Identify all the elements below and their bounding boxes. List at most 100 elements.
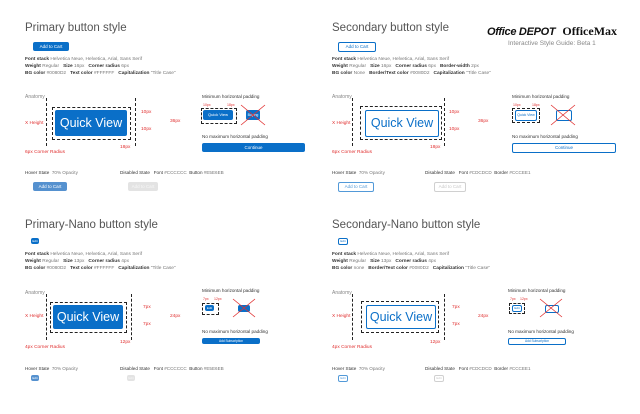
secondary-pad-10: 10px [449, 110, 460, 115]
secondary-pad-36: 36px [478, 119, 489, 124]
secondary-no-max-label: No maximum horizontal padding [512, 134, 578, 139]
secondary-x-height-label: X Height [332, 121, 351, 126]
secondary-pad-18: 18px [430, 145, 441, 150]
secondary-nano-spec: Font stack Helvetica Neue, Helvetica, Ar… [332, 252, 491, 272]
secondary-outline [360, 106, 442, 140]
secondary-nano-anatomy-label: Anatomy [332, 290, 352, 296]
primary-nano-mini-x-icon [232, 298, 256, 318]
primary-nano-pad-12: 12px [120, 340, 131, 345]
primary-corner-label: 6px Corner Radius [25, 150, 65, 155]
secondary-mini-10: 10px [513, 103, 521, 107]
secondary-nano-pad-7b: 7px [452, 322, 460, 327]
secondary-guide-left [352, 98, 353, 146]
secondary-pad-10b: 10px [449, 127, 460, 132]
secondary-nano-pad-24: 24px [478, 314, 489, 319]
secondary-section-title: Secondary button style [332, 22, 449, 34]
primary-nano-hover-button[interactable]: Edit [31, 375, 39, 381]
primary-anatomy-label: Anatomy [25, 94, 45, 100]
primary-nano-mini-12: 12px [214, 297, 222, 301]
primary-nano-guide-right [131, 294, 132, 340]
primary-min-pad-label: Minimum horizontal padding [202, 94, 260, 99]
secondary-nano-pad-12: 12px [430, 340, 441, 345]
primary-nano-min-pad-label: Minimum horizontal padding [202, 288, 260, 293]
secondary-sample-button[interactable]: Add to Cart [338, 42, 376, 52]
primary-sample-button[interactable]: Add to Cart [33, 42, 69, 51]
secondary-nano-section-title: Secondary-Nano button style [332, 219, 481, 231]
primary-nano-disabled-button: Edit [127, 375, 135, 381]
primary-quick-view-button[interactable]: Quick View [55, 110, 127, 136]
secondary-corner-label: 6px Corner Radius [332, 150, 372, 155]
secondary-nano-mini-edit[interactable]: Edit [512, 305, 522, 312]
secondary-nano-corner-label: 4px Corner Radius [332, 345, 372, 350]
brand-name-officedepot: Office DEPOT [487, 26, 556, 38]
secondary-nano-x-height-label: X Height [332, 314, 351, 319]
primary-disabled-state: Disabled State Font #CCCCCC Button #E5E6… [120, 170, 224, 175]
primary-nano-x-height-label: X Height [25, 314, 44, 319]
secondary-mini-quick-view[interactable]: Quick View [515, 110, 537, 121]
primary-mini-quick-view[interactable]: Quick View [203, 110, 233, 120]
primary-nano-no-max-label: No maximum horizontal padding [202, 329, 268, 334]
secondary-nano-continue-button[interactable]: Add Subscription [508, 338, 566, 345]
primary-mini-10: 10px [203, 103, 211, 107]
secondary-nano-mini-7: 7px [510, 297, 516, 301]
primary-pad-10b: 10px [141, 127, 152, 132]
secondary-nano-hover-state: Hover State 70% Opacity [332, 366, 385, 371]
secondary-nano-mini-12: 12px [520, 297, 528, 301]
primary-guide-right [135, 98, 136, 146]
primary-nano-disabled-state: Disabled State Font #CCCCCC Button #E5E6… [120, 366, 224, 371]
primary-nano-sample-button[interactable]: Edit [31, 238, 39, 244]
primary-nano-guide-left [46, 294, 47, 340]
primary-nano-quick-view-button[interactable]: Quick View [53, 305, 123, 329]
primary-section-title: Primary button style [25, 22, 127, 34]
secondary-nano-mini-x-icon [539, 298, 563, 318]
secondary-nano-guide-left [352, 294, 353, 340]
secondary-disabled-button: Add to Cart [434, 182, 466, 192]
secondary-nano-mini-outline [509, 303, 525, 314]
primary-pad-18: 18px [120, 145, 131, 150]
primary-x-height-label: X Height [25, 121, 44, 126]
primary-nano-pad-7b: 7px [143, 322, 151, 327]
secondary-min-pad-label: Minimum horizontal padding [512, 94, 570, 99]
secondary-spec: Font stack Helvetica Neue, Helvetica, Ar… [332, 57, 491, 77]
primary-continue-button[interactable]: Continue [202, 143, 305, 152]
primary-mini-outline [201, 108, 237, 124]
secondary-guide-right [444, 98, 445, 146]
secondary-disabled-state: Disabled State Font #CDCDCD Border #CCCE… [425, 170, 531, 175]
primary-hover-button[interactable]: Add to Cart [33, 182, 67, 191]
secondary-nano-no-max-label: No maximum horizontal padding [508, 329, 574, 334]
secondary-nano-sample-button[interactable]: Edit [338, 238, 348, 245]
secondary-mini-x-icon [550, 104, 576, 126]
secondary-quick-view-button[interactable]: Quick View [365, 110, 439, 137]
secondary-nano-quick-view-button[interactable]: Quick View [366, 305, 436, 329]
secondary-hover-button[interactable]: Add to Cart [338, 182, 374, 192]
primary-hover-state: Hover State 70% Opacity [25, 170, 78, 175]
primary-nano-anatomy-label: Anatomy [25, 290, 45, 296]
secondary-nano-min-pad-label: Minimum horizontal padding [508, 288, 566, 293]
primary-pad-10: 10px [141, 110, 152, 115]
primary-outline [52, 107, 131, 140]
secondary-continue-button[interactable]: Continue [512, 143, 616, 153]
primary-nano-section-title: Primary-Nano button style [25, 219, 158, 231]
primary-mini-x-icon [240, 104, 266, 126]
primary-nano-corner-label: 4px Corner Radius [25, 345, 65, 350]
secondary-nano-outline [361, 301, 439, 333]
secondary-nano-hover-button[interactable]: Edit [338, 375, 348, 382]
secondary-nano-disabled-button: Edit [434, 375, 444, 382]
secondary-anatomy-label: Anatomy [332, 94, 352, 100]
primary-nano-pad-24: 24px [170, 314, 181, 319]
secondary-nano-disabled-state: Disabled State Font #CDCDCD Border #CCCE… [425, 366, 531, 371]
primary-spec: Font stack Helvetica Neue, Helvetica, Ar… [25, 57, 176, 77]
primary-no-max-label: No maximum horizontal padding [202, 134, 268, 139]
primary-nano-hover-state: Hover State 70% Opacity [25, 366, 78, 371]
primary-nano-continue-button[interactable]: Add Subscription [202, 338, 260, 344]
secondary-nano-pad-7: 7px [452, 305, 460, 310]
primary-nano-spec: Font stack Helvetica Neue, Helvetica, Ar… [25, 252, 176, 272]
secondary-nano-guide-right [444, 294, 445, 340]
brand-logo: Office DEPOT OfficeMax [487, 24, 617, 39]
primary-nano-mini-edit[interactable]: Edit [205, 305, 214, 311]
secondary-mini-18: 18px [532, 103, 540, 107]
primary-nano-mini-7: 7px [203, 297, 209, 301]
secondary-hover-state: Hover State 70% Opacity [332, 170, 385, 175]
primary-nano-pad-7: 7px [143, 305, 151, 310]
style-guide-label: Interactive Style Guide: Beta 1 [508, 40, 596, 47]
